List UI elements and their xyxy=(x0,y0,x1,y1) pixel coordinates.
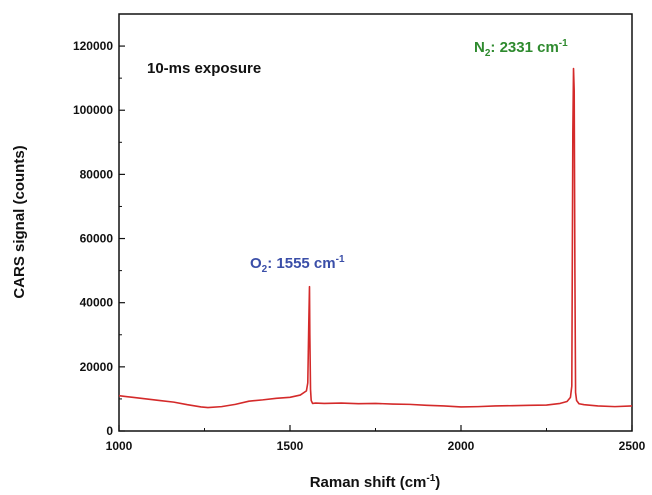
y-axis-title: CARS signal (counts) xyxy=(11,145,28,298)
n2-peak-annotation: N2: 2331 cm-1 xyxy=(474,38,568,59)
y-tick-label: 20000 xyxy=(80,360,114,374)
y-axis: 0 20000 40000 60000 80000 100000 120000 xyxy=(73,39,125,438)
o2-text: : 1555 cm xyxy=(267,255,335,272)
x-tick-label: 1500 xyxy=(277,439,304,453)
x-axis: 1000 1500 2000 2500 xyxy=(106,425,646,453)
x-axis-title-main: Raman shift (cm xyxy=(310,474,427,491)
y-tick-label: 120000 xyxy=(73,39,113,53)
series-line xyxy=(118,67,633,409)
x-tick-label: 1000 xyxy=(106,439,133,453)
y-tick-label: 100000 xyxy=(73,103,113,117)
x-axis-title-sup: -1 xyxy=(426,473,435,484)
y-tick-label: 40000 xyxy=(80,296,114,310)
n2-text: : 2331 cm xyxy=(490,39,558,56)
o2-peak-annotation: O2: 1555 cm-1 xyxy=(250,254,345,275)
x-axis-title: Raman shift (cm-1) xyxy=(310,473,441,491)
y-tick-label: 0 xyxy=(106,424,113,438)
exposure-label: 10-ms exposure xyxy=(147,60,261,77)
n2-subscript: 2 xyxy=(485,48,491,59)
o2-species: O xyxy=(250,255,262,272)
o2-subscript: 2 xyxy=(262,264,268,275)
x-tick-label: 2500 xyxy=(619,439,646,453)
y-tick-label: 80000 xyxy=(80,167,114,181)
o2-superscript: -1 xyxy=(336,254,345,265)
n2-superscript: -1 xyxy=(559,38,568,49)
x-axis-title-end: ) xyxy=(435,474,440,491)
x-tick-label: 2000 xyxy=(448,439,475,453)
y-tick-label: 60000 xyxy=(80,232,114,246)
n2-species: N xyxy=(474,39,485,56)
